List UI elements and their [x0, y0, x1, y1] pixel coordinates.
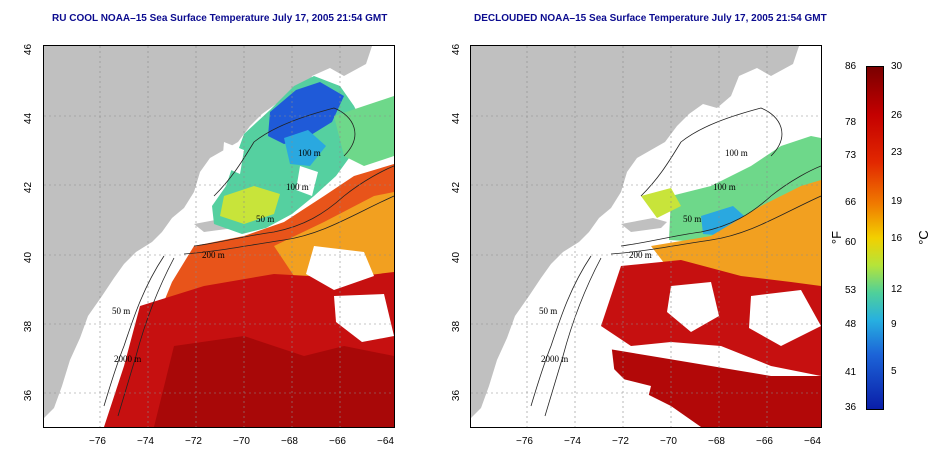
right-map-graphic: 100 m 100 m 50 m 200 m 50 m 2000 m — [471, 46, 821, 427]
y-tick-label: 44 — [23, 112, 35, 125]
celsius-tick: 23 — [891, 147, 903, 158]
x-tick-label: −74 — [137, 436, 154, 447]
celsius-tick: 30 — [891, 61, 903, 72]
y-tick-label: 36 — [451, 389, 463, 402]
fahrenheit-tick: 48 — [845, 319, 857, 330]
x-tick-label: −76 — [516, 436, 533, 447]
y-tick-label: 38 — [23, 320, 35, 333]
celsius-tick: 5 — [891, 366, 897, 377]
x-tick-label: −68 — [708, 436, 725, 447]
fahrenheit-tick: 53 — [845, 285, 857, 296]
x-tick-label: −70 — [660, 436, 677, 447]
y-tick-label: 40 — [23, 251, 35, 264]
x-tick-label: −64 — [804, 436, 821, 447]
y-tick-label: 42 — [451, 181, 463, 194]
left-map-graphic: 100 m 100 m 50 m 200 m 50 m 2000 m — [44, 46, 394, 427]
temperature-colorbar — [866, 66, 884, 410]
fahrenheit-tick: 60 — [845, 237, 857, 248]
contour-label: 200 m — [629, 250, 652, 260]
celsius-tick: 9 — [891, 319, 897, 330]
x-tick-label: −64 — [377, 436, 394, 447]
right-sst-map: 100 m 100 m 50 m 200 m 50 m 2000 m — [470, 45, 822, 428]
celsius-tick: 12 — [891, 284, 903, 295]
x-tick-label: −66 — [329, 436, 346, 447]
fahrenheit-tick: 41 — [845, 367, 857, 378]
left-map-title: RU COOL NOAA–15 Sea Surface Temperature … — [52, 13, 388, 24]
fahrenheit-tick: 73 — [845, 150, 857, 161]
isobath-contour — [193, 165, 394, 247]
contour-label: 200 m — [202, 250, 225, 260]
fahrenheit-tick: 66 — [845, 197, 857, 208]
contour-label: 50 m — [683, 214, 701, 224]
y-tick-label: 42 — [23, 181, 35, 194]
y-tick-label: 44 — [451, 112, 463, 125]
y-tick-label: 40 — [451, 251, 463, 264]
x-tick-label: −76 — [89, 436, 106, 447]
y-tick-label: 38 — [451, 320, 463, 333]
contour-label: 100 m — [725, 148, 748, 158]
fahrenheit-tick: 78 — [845, 117, 857, 128]
right-map-title: DECLOUDED NOAA–15 Sea Surface Temperatur… — [474, 13, 827, 24]
y-tick-label: 46 — [451, 43, 463, 56]
isobath-contour — [620, 165, 821, 247]
contour-label: 100 m — [298, 148, 321, 158]
celsius-tick: 26 — [891, 110, 903, 121]
x-tick-label: −72 — [185, 436, 202, 447]
land-mass — [44, 46, 372, 418]
contour-label: 2000 m — [541, 354, 568, 364]
celsius-unit-label: °C — [915, 230, 931, 245]
y-tick-label: 36 — [23, 389, 35, 402]
contour-label: 50 m — [539, 306, 557, 316]
land-mass — [471, 46, 799, 418]
x-tick-label: −70 — [233, 436, 250, 447]
fahrenheit-tick: 36 — [845, 402, 857, 413]
x-tick-label: −74 — [564, 436, 581, 447]
contour-label: 100 m — [286, 182, 309, 192]
contour-label: 2000 m — [114, 354, 141, 364]
fahrenheit-tick: 86 — [845, 61, 857, 72]
left-sst-map: 100 m 100 m 50 m 200 m 50 m 2000 m — [43, 45, 395, 428]
contour-label: 50 m — [256, 214, 274, 224]
contour-label: 50 m — [112, 306, 130, 316]
contour-label: 100 m — [713, 182, 736, 192]
x-tick-label: −68 — [281, 436, 298, 447]
y-tick-label: 46 — [23, 43, 35, 56]
x-tick-label: −66 — [756, 436, 773, 447]
cloud-patch — [667, 282, 719, 332]
celsius-tick: 19 — [891, 196, 903, 207]
fahrenheit-unit-label: °F — [829, 230, 845, 245]
x-tick-label: −72 — [612, 436, 629, 447]
celsius-tick: 16 — [891, 233, 903, 244]
